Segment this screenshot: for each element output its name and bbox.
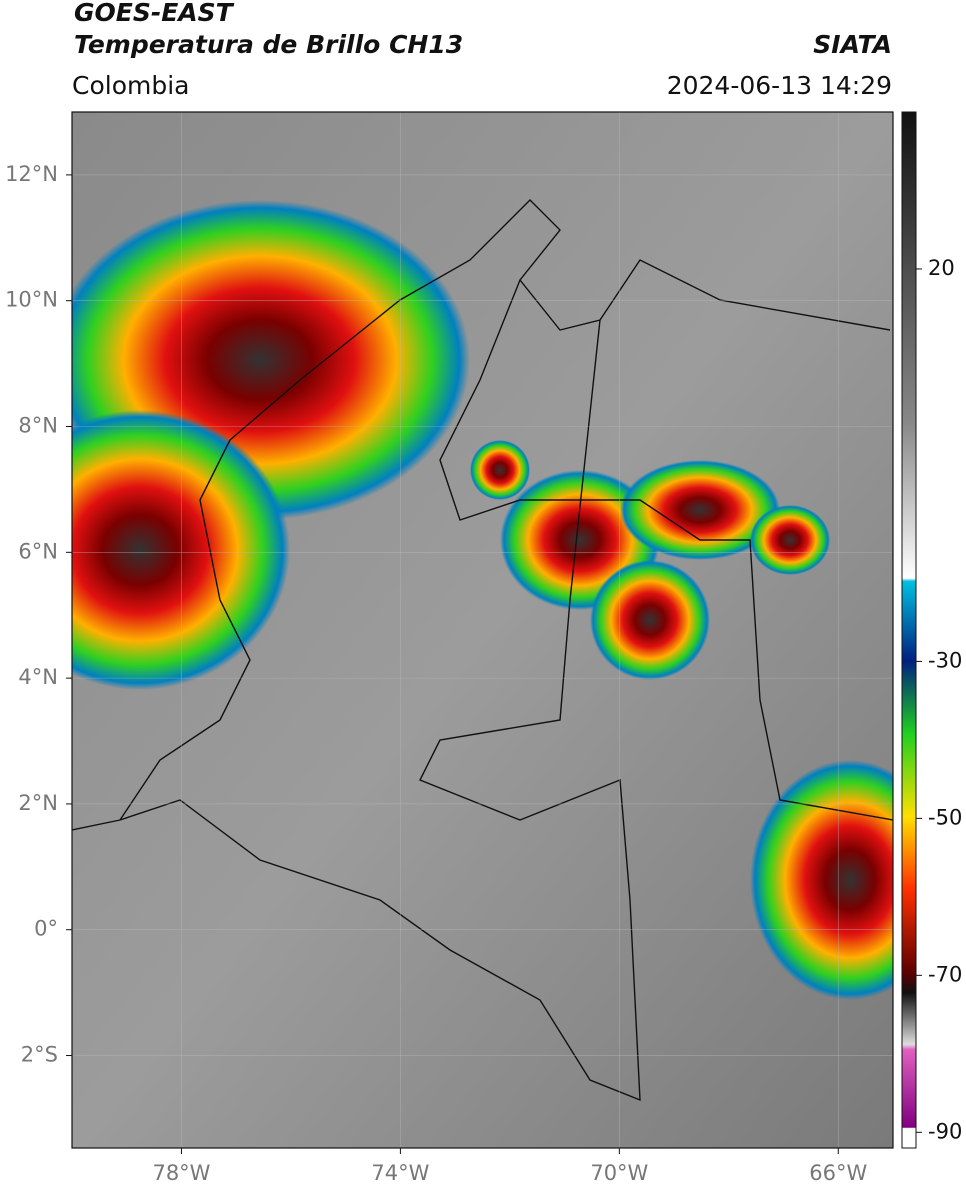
y-tick-label: 8°N (18, 414, 58, 438)
satellite-image (72, 112, 893, 1148)
graticule (72, 112, 893, 1148)
timestamp: 2024-06-13 14:29 (667, 71, 892, 100)
x-tick-label: 70°W (590, 1161, 648, 1185)
x-tick-label: 78°W (152, 1161, 210, 1185)
colorbar-label: -90 (928, 1119, 962, 1143)
colorbar-label: 20 (928, 256, 955, 280)
colorbar-label: -50 (928, 805, 962, 829)
map-frame (71, 111, 894, 1149)
colorbar (901, 111, 917, 1149)
colorbar-label: -70 (928, 962, 962, 986)
subtitle: Temperatura de Brillo CH13 (74, 30, 463, 59)
cloud (620, 460, 780, 560)
y-tick-label: 2°N (18, 791, 58, 815)
cloud (72, 410, 290, 690)
cloud (750, 760, 893, 1000)
title: GOES-EAST (74, 0, 235, 27)
x-tick-label: 66°W (809, 1161, 867, 1185)
x-tick-label: 74°W (371, 1161, 429, 1185)
region: Colombia (72, 71, 189, 100)
y-tick-label: 2°S (21, 1043, 58, 1067)
colorbar-label: -30 (928, 648, 962, 672)
y-tick-label: 4°N (18, 665, 58, 689)
cloud (590, 560, 710, 680)
source: SIATA (813, 30, 892, 59)
cloud (470, 440, 530, 500)
y-tick-label: 0° (34, 917, 58, 941)
borders (72, 199, 893, 1102)
cloud (750, 505, 830, 575)
y-tick-label: 6°N (18, 539, 58, 563)
y-tick-label: 10°N (5, 288, 58, 312)
y-tick-label: 12°N (5, 162, 58, 186)
